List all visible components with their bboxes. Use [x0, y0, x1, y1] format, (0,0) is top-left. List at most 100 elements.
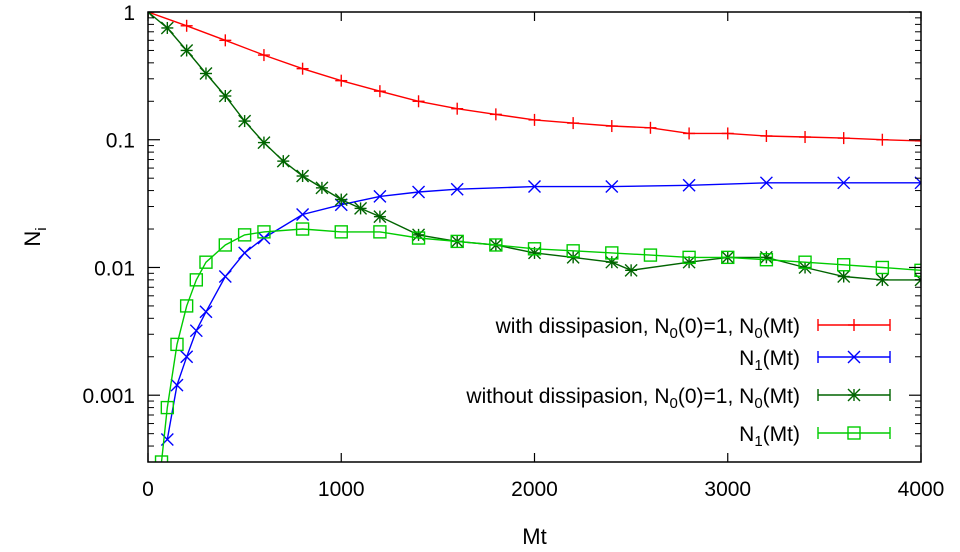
series-3-point	[682, 250, 696, 265]
series-2-point	[238, 114, 252, 128]
series-3-point	[489, 238, 503, 252]
axis-ticks	[147, 11, 922, 463]
series-3-point	[170, 337, 184, 352]
legend-sample-marker	[847, 350, 861, 364]
legend-sample-marker	[847, 426, 861, 440]
series-2-point	[148, 12, 155, 19]
series-1-point	[837, 176, 851, 190]
x-tick-label: 0	[142, 478, 154, 501]
series-2-point	[837, 269, 851, 283]
legend-sample-marker	[848, 319, 860, 331]
legend-label: with dissipasion, N0(0)=1, N0(Mt)	[495, 315, 800, 342]
series-3-point	[295, 222, 310, 236]
legend-label-part: 0	[754, 325, 762, 342]
series-3-point	[189, 273, 204, 287]
series-1-point	[914, 176, 921, 190]
series-0-point	[837, 132, 850, 145]
legend-label-part: (0)=1, N	[678, 385, 754, 408]
series-1-point	[218, 269, 232, 283]
series-3-point	[759, 253, 774, 267]
series-0-point	[528, 113, 541, 126]
legend-label-part: (0)=1, N	[678, 315, 754, 338]
series-3-point	[450, 234, 464, 249]
series-0-point	[644, 121, 657, 134]
series-1-point	[412, 185, 426, 199]
series-2-point	[257, 136, 271, 150]
series-0-point	[219, 34, 232, 47]
series-3-point	[199, 255, 213, 269]
legend-sample-marker	[847, 388, 861, 402]
series-3-point	[373, 225, 387, 239]
series-3-point	[837, 258, 851, 272]
legend-label-part: 0	[754, 395, 762, 412]
legend-label: without dissipasion, N0(0)=1, N0(Mt)	[465, 385, 800, 412]
y-tick-label: 0.1	[106, 130, 135, 153]
tick-labels: 0 1000 2000 3000 4000 1 0.1 0.01 0.001	[82, 2, 944, 501]
series-3-point	[218, 238, 233, 252]
series-2-point	[354, 201, 368, 215]
series-0-point	[915, 134, 921, 147]
series-3-point	[179, 299, 194, 313]
y-tick-label: 0.001	[82, 385, 135, 408]
legend-label-part: (Mt)	[763, 347, 800, 370]
series-0-point	[451, 102, 464, 115]
legend-label-part: N	[739, 347, 754, 370]
y-tick-label: 0.01	[94, 257, 135, 280]
series-1-point	[605, 180, 619, 194]
legend-entry-2: without dissipasion, N0(0)=1, N0(Mt)	[465, 385, 891, 412]
series-0-point	[799, 131, 812, 144]
series-3-point	[721, 250, 735, 265]
series-0-point	[721, 127, 734, 140]
series-3-point	[798, 255, 812, 269]
series-3-point	[643, 248, 658, 262]
series-3-point	[914, 263, 921, 278]
series-2-point	[160, 21, 174, 35]
series-3-point	[154, 455, 169, 462]
legend-label-part: with dissipasion, N	[495, 315, 670, 338]
series-0-point	[876, 133, 889, 146]
series-2-point	[624, 263, 638, 277]
legend-label-part: (Mt)	[763, 315, 800, 338]
x-tick-label: 2000	[511, 478, 558, 501]
legend-label-part: 1	[754, 357, 762, 374]
series-3-point	[411, 231, 426, 245]
series-2-point	[798, 260, 812, 274]
y-axis-label-sub: i	[33, 227, 50, 230]
x-tick-label: 4000	[898, 478, 945, 501]
series-1-point	[296, 207, 310, 221]
series-2-point	[276, 154, 290, 168]
series-0	[148, 12, 921, 147]
series-1-point	[199, 305, 213, 319]
series-3-line	[160, 228, 921, 462]
series-1-point	[238, 246, 252, 260]
series-0-point	[605, 120, 618, 133]
series-2-point	[373, 210, 387, 224]
series-2-point	[218, 89, 232, 103]
series-3-point	[160, 400, 175, 415]
series-2-point	[180, 43, 194, 57]
series-3	[154, 222, 921, 462]
series-2-point	[296, 169, 310, 183]
series-0-point	[373, 85, 386, 98]
x-tick-label: 1000	[318, 478, 365, 501]
legend-label-part: (Mt)	[763, 385, 800, 408]
series-1-point	[189, 324, 203, 338]
legend-entry-1: N1(Mt)	[739, 347, 891, 374]
x-axis-label: Mt	[522, 524, 546, 549]
series-0-point	[257, 49, 270, 62]
series-1-point	[180, 350, 194, 364]
series-3-point	[566, 244, 580, 258]
series-2-point	[682, 255, 696, 269]
series-3-point	[334, 225, 348, 239]
series-3-point	[605, 246, 619, 260]
legend-label: N1(Mt)	[739, 423, 800, 450]
legend-entry-0: with dissipasion, N0(0)=1, N0(Mt)	[495, 315, 891, 342]
series-1-point	[682, 178, 696, 192]
legend-label: N1(Mt)	[739, 347, 800, 374]
series-1-point	[450, 182, 464, 196]
y-tick-label: 1	[123, 2, 135, 25]
y-axis-label: Ni	[20, 227, 50, 246]
x-tick-label: 3000	[704, 478, 751, 501]
series-3-point	[237, 228, 252, 242]
